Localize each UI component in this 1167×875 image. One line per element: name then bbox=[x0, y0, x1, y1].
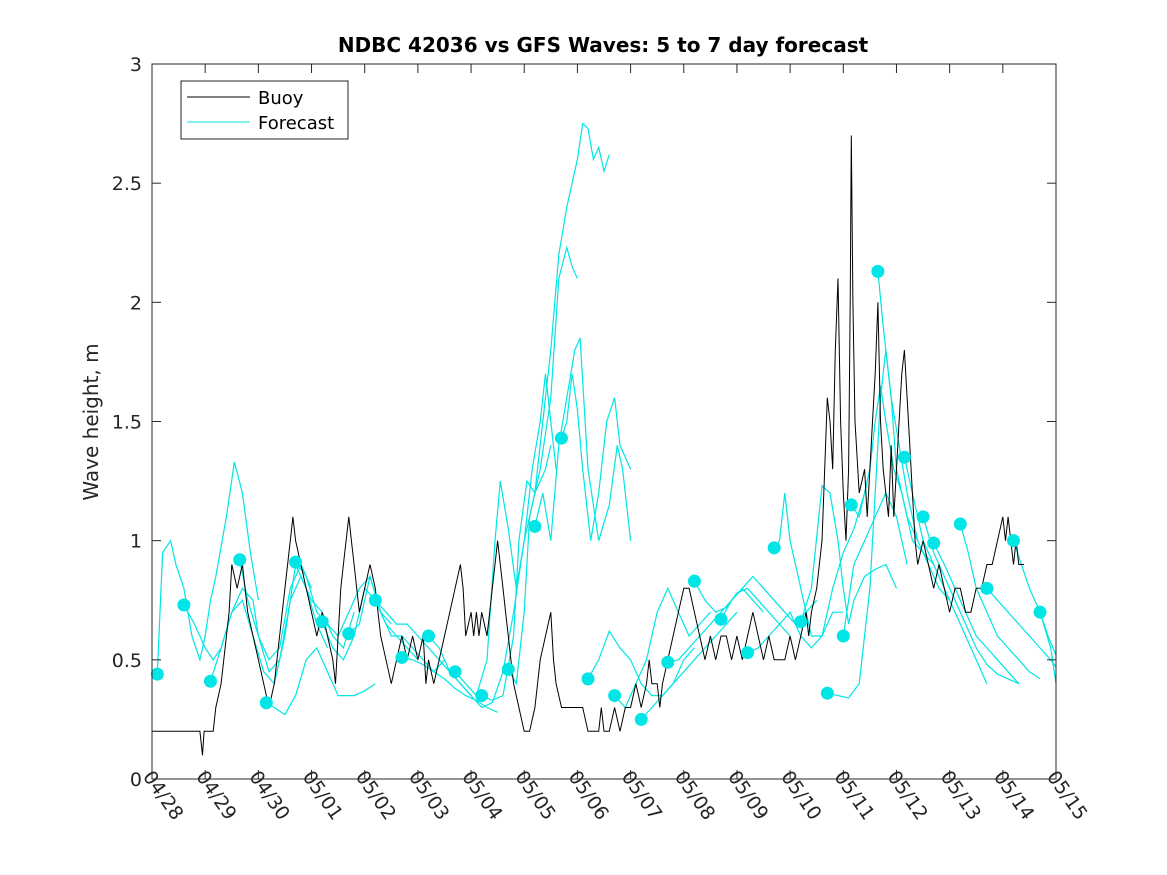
forecast-start-marker-22 bbox=[741, 646, 755, 660]
forecast-start-marker-5 bbox=[289, 555, 303, 569]
forecast-line-20 bbox=[693, 580, 791, 637]
forecast-line-6 bbox=[321, 587, 419, 661]
forecast-start-marker-18 bbox=[634, 712, 648, 726]
y-tick-label-6: 3 bbox=[130, 54, 142, 76]
chart-title: NDBC 42036 vs GFS Waves: 5 to 7 day fore… bbox=[338, 33, 869, 57]
forecast-start-marker-20 bbox=[687, 574, 701, 588]
forecast-line-7 bbox=[348, 574, 445, 673]
forecast-start-marker-0 bbox=[150, 667, 164, 681]
forecast-line-30 bbox=[959, 523, 1041, 680]
forecast-line-16 bbox=[587, 629, 695, 697]
forecast-start-marker-8 bbox=[368, 593, 382, 607]
forecast-start-marker-14 bbox=[528, 519, 542, 533]
forecast-line-23 bbox=[773, 469, 871, 637]
forecast-start-marker-12 bbox=[475, 689, 489, 703]
y-tick-label-3: 1.5 bbox=[112, 412, 142, 434]
forecast-start-marker-35 bbox=[836, 629, 850, 643]
forecast-start-marker-27 bbox=[871, 264, 885, 278]
forecast-start-marker-29 bbox=[927, 536, 941, 550]
forecast-start-marker-26 bbox=[844, 498, 858, 512]
forecast-line-33 bbox=[1039, 612, 1057, 656]
forecast-start-marker-10 bbox=[422, 629, 436, 643]
forecast-start-marker-31 bbox=[980, 581, 994, 595]
forecast-start-marker-13 bbox=[501, 662, 515, 676]
forecast-start-marker-7 bbox=[342, 627, 356, 641]
legend-label-forecast: Forecast bbox=[258, 113, 334, 134]
forecast-start-marker-11 bbox=[448, 665, 462, 679]
forecast-line-31 bbox=[986, 587, 1057, 668]
forecast-line-9 bbox=[401, 656, 498, 713]
forecast-line-11 bbox=[454, 373, 557, 697]
forecast-line-4 bbox=[265, 646, 376, 716]
forecast-start-marker-30 bbox=[953, 517, 967, 531]
forecast-line-18 bbox=[640, 611, 738, 720]
forecast-start-marker-28 bbox=[897, 450, 911, 464]
forecast-line-0 bbox=[156, 461, 259, 675]
forecast-start-marker-17 bbox=[608, 689, 622, 703]
forecast-line-13 bbox=[507, 245, 578, 686]
legend-label-buoy: Buoy bbox=[258, 88, 304, 109]
forecast-line-35 bbox=[842, 491, 908, 637]
forecast-line-29 bbox=[933, 542, 1020, 685]
forecast-line-14 bbox=[534, 337, 632, 541]
y-tick-label-1: 0.5 bbox=[112, 650, 142, 672]
forecast-line-1 bbox=[183, 563, 313, 661]
forecast-line-25 bbox=[827, 349, 919, 699]
y-axis-label: Wave height, m bbox=[79, 343, 103, 500]
forecast-start-marker-4 bbox=[259, 696, 273, 710]
forecast-start-marker-24 bbox=[794, 615, 808, 629]
forecast-start-marker-6 bbox=[315, 615, 329, 629]
forecast-line-17 bbox=[614, 586, 711, 709]
forecast-start-marker-1 bbox=[177, 598, 191, 612]
forecast-start-marker-32 bbox=[1006, 534, 1020, 548]
forecast-line-12 bbox=[481, 122, 610, 702]
forecast-start-marker-21 bbox=[714, 612, 728, 626]
forecast-start-marker-23 bbox=[767, 541, 781, 555]
forecast-line-24 bbox=[800, 484, 898, 625]
forecast-start-marker-3 bbox=[233, 553, 247, 567]
legend: Buoy Forecast bbox=[180, 80, 349, 140]
forecast-start-marker-19 bbox=[661, 655, 675, 669]
y-tick-label-2: 1 bbox=[130, 531, 142, 553]
plot-data bbox=[150, 122, 1057, 756]
forecast-start-marker-15 bbox=[554, 431, 568, 445]
forecast-start-marker-16 bbox=[581, 672, 595, 686]
forecast-start-marker-9 bbox=[395, 650, 409, 664]
forecast-start-marker-2 bbox=[203, 674, 217, 688]
forecast-line-32 bbox=[1012, 540, 1057, 684]
forecast-line-15 bbox=[560, 373, 632, 541]
y-tick-label-5: 2.5 bbox=[112, 173, 142, 195]
y-tick-label-4: 2 bbox=[130, 292, 142, 314]
legend-box bbox=[180, 80, 349, 140]
forecast-start-marker-25 bbox=[820, 686, 834, 700]
axis-ticks bbox=[151, 63, 1057, 780]
buoy-line bbox=[152, 135, 1025, 756]
forecast-start-marker-34 bbox=[916, 510, 930, 524]
forecast-line-3 bbox=[239, 559, 355, 674]
y-tick-label-0: 0 bbox=[130, 769, 142, 791]
forecast-start-marker-33 bbox=[1033, 605, 1047, 619]
